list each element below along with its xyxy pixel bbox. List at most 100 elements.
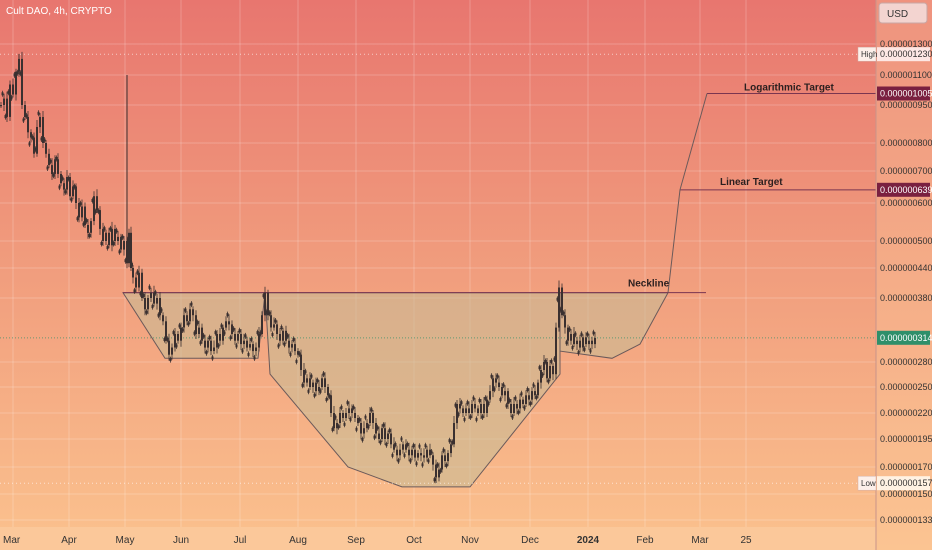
candle-body: [67, 177, 70, 180]
candle-body: [415, 462, 418, 466]
candle-body: [504, 391, 506, 396]
candle-body: [324, 378, 326, 387]
candle-body: [517, 410, 520, 414]
candle-body: [403, 453, 406, 457]
candle-body: [238, 329, 241, 333]
candle-body: [85, 219, 88, 223]
candle-body: [541, 373, 544, 377]
candle-body: [64, 190, 67, 194]
candle-body: [495, 378, 497, 383]
candle-body: [270, 315, 272, 328]
candle-body: [60, 174, 62, 184]
time-tick-label: Sep: [347, 535, 365, 546]
candle-body: [583, 347, 586, 351]
candle-body: [66, 177, 68, 190]
time-tick-label: Jul: [234, 535, 247, 546]
candle-body: [172, 331, 175, 335]
candle-body: [442, 448, 445, 452]
candle-body: [253, 356, 256, 360]
candle-body: [196, 321, 199, 325]
time-axis-background: [0, 527, 876, 550]
price-tick-label: 0.0000002500: [880, 382, 932, 392]
candle-body: [409, 459, 412, 463]
candle-body: [307, 389, 310, 393]
time-tick-label: Aug: [289, 535, 307, 546]
candle-body: [247, 352, 250, 356]
candle-body: [568, 327, 571, 331]
candle-body: [391, 453, 394, 457]
candle-body: [591, 340, 593, 345]
candle-body: [207, 340, 209, 348]
candle-body: [480, 404, 482, 413]
candle-body: [423, 455, 425, 458]
candle-body: [157, 313, 160, 317]
candle-body: [88, 234, 91, 237]
candle-body: [528, 395, 530, 400]
candle-body: [30, 132, 32, 138]
candle-body: [24, 105, 26, 117]
candle-body: [454, 403, 457, 407]
candle-body: [6, 98, 8, 117]
candle-body: [4, 115, 7, 119]
candle-body: [561, 287, 563, 316]
candle-body: [192, 309, 194, 316]
candle-body: [36, 127, 38, 154]
candle-body: [502, 383, 505, 387]
candle-body: [372, 413, 374, 423]
candle-body: [358, 418, 361, 422]
candle-body: [7, 90, 10, 94]
candle-body: [447, 453, 449, 462]
time-tick-label: Dec: [521, 535, 539, 546]
currency-button[interactable]: USD: [878, 2, 928, 24]
candle-body: [450, 444, 452, 454]
candle-body: [474, 404, 476, 409]
candle-body: [513, 404, 515, 413]
candle-body: [471, 404, 473, 413]
candle-body: [45, 143, 47, 154]
candle-body: [229, 336, 232, 340]
candle-body: [144, 298, 146, 310]
candle-body: [160, 308, 163, 312]
candle-body: [166, 337, 169, 341]
candle-body: [159, 298, 161, 316]
candle-body: [330, 395, 332, 413]
time-tick-label: Oct: [406, 535, 422, 546]
candle-body: [300, 354, 302, 370]
candle-body: [121, 235, 124, 239]
candle-body: [54, 159, 56, 174]
candle-body: [249, 344, 251, 348]
time-tick-label: Mar: [3, 535, 21, 546]
candle-body: [349, 417, 352, 421]
candle-body: [339, 413, 341, 423]
candle-body: [180, 327, 182, 341]
candle-body: [178, 324, 181, 328]
price-tick-label: 0.0000005000: [880, 236, 932, 246]
candle-body: [259, 331, 262, 335]
candle-body: [405, 444, 407, 450]
candle-body: [327, 387, 329, 396]
candle-body: [553, 357, 556, 361]
candle-body: [586, 332, 589, 336]
candle-body: [258, 334, 260, 348]
candle-body: [114, 228, 116, 241]
time-tick-label: Feb: [636, 535, 654, 546]
candle-body: [432, 455, 434, 465]
candle-body: [171, 347, 173, 355]
candle-body: [139, 292, 142, 296]
price-axis[interactable]: 0.00000130000.00000110000.00000095000.00…: [857, 0, 932, 550]
high-price-badge-value: 0.0000012303: [880, 49, 932, 59]
candle-body: [213, 347, 215, 351]
candle-body: [468, 408, 470, 413]
candle-body: [246, 340, 248, 348]
price-tick-label: 0.0000001330: [880, 515, 932, 525]
candle-body: [510, 404, 512, 413]
candle-body: [1, 92, 4, 96]
log-target-badge: [877, 86, 930, 101]
candle-body: [496, 374, 499, 378]
candle-body: [352, 405, 355, 409]
candle-body: [10, 96, 13, 100]
candle-body: [25, 114, 28, 118]
candle-body: [357, 418, 359, 424]
candle-body: [564, 315, 566, 328]
